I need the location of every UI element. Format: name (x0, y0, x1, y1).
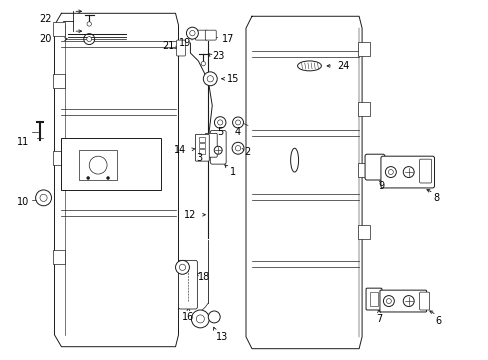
FancyBboxPatch shape (419, 292, 428, 310)
FancyBboxPatch shape (195, 30, 207, 40)
Circle shape (203, 72, 217, 86)
Bar (369, 292, 377, 306)
FancyBboxPatch shape (210, 130, 225, 164)
Text: 10: 10 (18, 197, 30, 207)
Text: 1: 1 (230, 167, 236, 177)
Text: 18: 18 (198, 272, 210, 282)
Circle shape (403, 296, 413, 306)
Bar (357, 42, 369, 56)
Ellipse shape (290, 148, 298, 172)
Text: 14: 14 (174, 145, 186, 155)
Circle shape (191, 310, 209, 328)
Circle shape (235, 145, 240, 151)
Bar (61, 138, 161, 190)
Circle shape (386, 298, 390, 303)
Text: 15: 15 (226, 74, 239, 84)
Circle shape (87, 22, 91, 26)
Text: 19: 19 (179, 38, 191, 48)
Text: 20: 20 (39, 34, 51, 44)
Text: 4: 4 (235, 127, 241, 138)
FancyBboxPatch shape (380, 156, 434, 188)
Circle shape (217, 120, 223, 125)
Circle shape (214, 117, 225, 128)
Circle shape (387, 170, 392, 175)
Circle shape (106, 176, 109, 180)
Circle shape (186, 27, 198, 39)
Text: 6: 6 (434, 316, 441, 326)
Text: 21: 21 (162, 41, 174, 51)
Ellipse shape (297, 61, 321, 71)
Circle shape (83, 33, 95, 45)
Circle shape (207, 76, 213, 82)
Circle shape (403, 167, 413, 177)
Circle shape (40, 194, 47, 202)
Circle shape (86, 37, 91, 41)
Circle shape (36, 190, 51, 206)
FancyBboxPatch shape (178, 260, 197, 309)
Text: 5: 5 (217, 127, 223, 138)
Circle shape (201, 62, 205, 66)
Bar (53, 74, 65, 88)
FancyBboxPatch shape (195, 134, 209, 161)
Bar (357, 163, 369, 177)
Circle shape (235, 120, 240, 125)
Circle shape (86, 176, 89, 180)
Bar (53, 22, 65, 36)
Circle shape (383, 296, 393, 306)
Text: 16: 16 (182, 312, 194, 322)
Text: 23: 23 (212, 51, 224, 61)
Text: 11: 11 (18, 137, 30, 147)
FancyBboxPatch shape (379, 290, 426, 312)
Text: 9: 9 (377, 181, 383, 191)
Circle shape (89, 156, 107, 174)
Circle shape (214, 146, 222, 154)
Text: 17: 17 (222, 34, 234, 44)
Bar (199, 149, 205, 154)
Bar (79, 150, 117, 180)
Text: 8: 8 (432, 193, 439, 203)
Bar (357, 102, 369, 116)
Text: 12: 12 (183, 210, 196, 220)
Text: 24: 24 (337, 61, 349, 71)
FancyBboxPatch shape (205, 30, 216, 40)
FancyBboxPatch shape (205, 133, 217, 157)
FancyBboxPatch shape (366, 288, 381, 310)
Bar (357, 225, 369, 239)
FancyBboxPatch shape (419, 159, 431, 183)
FancyBboxPatch shape (176, 40, 185, 56)
Circle shape (175, 260, 189, 274)
Circle shape (196, 315, 204, 323)
Bar (53, 151, 65, 165)
Bar (199, 137, 205, 142)
Circle shape (385, 167, 395, 177)
Circle shape (179, 264, 185, 270)
Bar (199, 143, 205, 148)
FancyBboxPatch shape (365, 154, 384, 180)
Text: 13: 13 (216, 332, 228, 342)
Text: 2: 2 (244, 147, 250, 157)
Circle shape (232, 117, 243, 128)
Bar (53, 251, 65, 264)
Circle shape (232, 142, 244, 154)
Text: 7: 7 (375, 314, 381, 324)
Text: 3: 3 (196, 153, 202, 163)
Circle shape (189, 31, 195, 36)
Circle shape (208, 311, 220, 323)
Text: 22: 22 (39, 14, 51, 24)
